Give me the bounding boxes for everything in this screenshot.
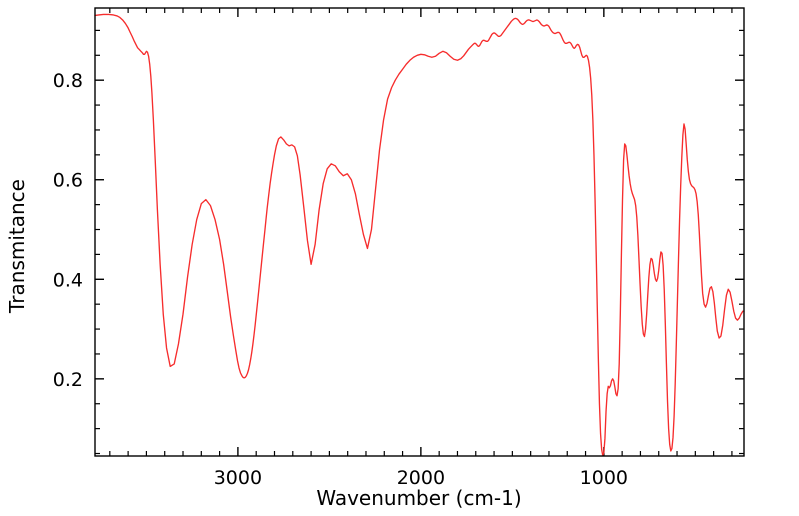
y-tick-label: 0.4: [53, 269, 83, 291]
y-tick-label: 0.6: [53, 170, 83, 192]
x-tick-label: 2000: [397, 467, 445, 489]
y-tick-label: 0.2: [53, 369, 83, 391]
x-tick-labels: 3000 2000 1000: [214, 467, 628, 489]
axes-frame: [94, 7, 745, 457]
tick-marks: [95, 8, 744, 456]
x-axis-title: Wavenumber (cm-1): [316, 486, 521, 510]
spectrum-trace: [94, 13, 745, 457]
x-tick-label: 3000: [214, 467, 262, 489]
x-tick-label: 1000: [580, 467, 628, 489]
y-tick-label: 0.8: [53, 70, 83, 92]
y-tick-labels: 0.2 0.4 0.6 0.8: [53, 70, 83, 391]
y-axis-title: Transmitance: [5, 179, 29, 314]
